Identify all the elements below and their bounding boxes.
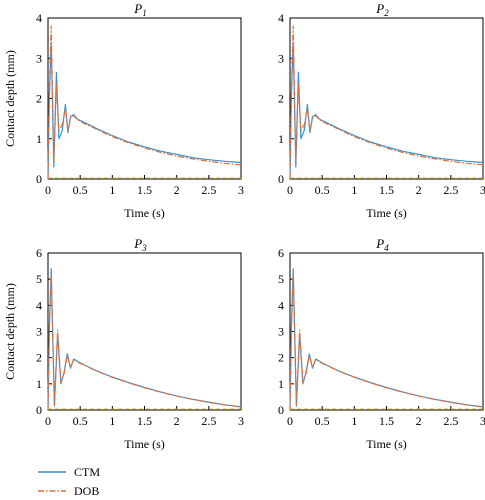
- y-tick-label: 5: [278, 272, 284, 286]
- y-tick-label: 0: [278, 172, 284, 186]
- x-tick-label: 1.5: [137, 414, 152, 428]
- y-tick-label: 2: [278, 351, 284, 365]
- x-tick-label: 1: [351, 414, 357, 428]
- plot-frame: [47, 17, 242, 180]
- legend: CTM DOB: [38, 465, 100, 498]
- x-tick-label: 1: [109, 414, 115, 428]
- series-line-dob: [289, 273, 484, 411]
- y-tick-label: 4: [278, 11, 284, 25]
- series-line-ctm: [289, 41, 484, 180]
- x-tick-label: 0: [45, 414, 51, 428]
- y-tick-label: 0: [36, 172, 42, 186]
- panel-title-letter: P: [133, 1, 142, 16]
- x-tick-label: 1: [351, 183, 357, 197]
- panel-title: P3: [133, 236, 147, 253]
- x-tick-label: 3: [238, 183, 244, 197]
- y-tick-label: 3: [36, 51, 42, 65]
- panel-title-subscript: 2: [384, 8, 389, 18]
- y-tick-label: 5: [36, 272, 42, 286]
- x-tick-label: 2: [174, 183, 180, 197]
- panel-title-letter: P: [375, 1, 384, 16]
- y-tick-label: 1: [278, 132, 284, 146]
- y-tick-label: 6: [36, 246, 42, 260]
- x-tick-label: 2: [416, 414, 422, 428]
- y-tick-label: 2: [278, 92, 284, 106]
- x-tick-label: 3: [238, 414, 244, 428]
- y-tick-label: 4: [278, 298, 284, 312]
- chart-panels: 0 0.5 1 1.5 2 2.5 3 0 1 2 3 4 Time (s) Contact depth …: [3, 1, 485, 451]
- x-tick-label: 0.5: [73, 414, 88, 428]
- series-line-dob: [289, 25, 484, 180]
- plot-frame: [47, 252, 242, 411]
- x-tick-label: 0.5: [315, 414, 330, 428]
- panel-title-subscript: 3: [141, 243, 147, 253]
- x-axis-title: Time (s): [366, 437, 407, 451]
- x-tick-label: 2.5: [443, 414, 458, 428]
- y-tick-label: 3: [278, 51, 284, 65]
- x-tick-label: 2: [416, 183, 422, 197]
- panel-title: P1: [133, 1, 146, 18]
- x-tick-label: 3: [480, 414, 485, 428]
- panel-3: 0 0.5 1 1.5 2 2.5 3 0 1 2 3 4 5 6 Time (s) Contact dept…: [3, 236, 244, 451]
- panel-title-subscript: 1: [142, 8, 147, 18]
- x-tick-label: 2.5: [201, 183, 216, 197]
- y-tick-label: 6: [278, 246, 284, 260]
- series-line-ctm: [47, 268, 242, 411]
- y-tick-label: 2: [36, 92, 42, 106]
- x-tick-label: 0: [287, 183, 293, 197]
- series-line-dob: [47, 273, 242, 411]
- x-tick-label: 0: [45, 183, 51, 197]
- x-tick-label: 2.5: [201, 414, 216, 428]
- panel-title: P2: [375, 1, 389, 18]
- y-tick-label: 0: [36, 403, 42, 417]
- y-tick-label: 4: [36, 298, 42, 312]
- x-axis-title: Time (s): [124, 437, 165, 451]
- panel-1: 0 0.5 1 1.5 2 2.5 3 0 1 2 3 4 Time (s) Contact depth …: [3, 1, 244, 220]
- series-line-dob: [47, 25, 242, 180]
- y-tick-label: 3: [278, 325, 284, 339]
- series-line-ctm: [47, 41, 242, 180]
- plot-frame: [289, 252, 484, 411]
- panel-title-letter: P: [375, 236, 384, 251]
- x-tick-label: 1.5: [379, 414, 394, 428]
- y-tick-label: 1: [36, 132, 42, 146]
- y-tick-label: 2: [36, 351, 42, 365]
- x-tick-label: 2: [174, 414, 180, 428]
- panel-title: P4: [375, 236, 389, 253]
- panel-title-subscript: 4: [384, 243, 389, 253]
- x-tick-label: 1.5: [379, 183, 394, 197]
- y-tick-label: 3: [36, 325, 42, 339]
- x-tick-label: 2.5: [443, 183, 458, 197]
- legend-label-dob: DOB: [74, 484, 99, 498]
- y-axis-title: Contact depth (mm): [3, 50, 17, 147]
- legend-label-ctm: CTM: [74, 465, 100, 479]
- x-tick-label: 3: [480, 183, 485, 197]
- x-tick-label: 1: [109, 183, 115, 197]
- x-axis-title: Time (s): [124, 206, 165, 220]
- x-axis-title: Time (s): [366, 206, 407, 220]
- x-tick-label: 0.5: [315, 183, 330, 197]
- y-tick-label: 1: [278, 377, 284, 391]
- x-tick-label: 0.5: [73, 183, 88, 197]
- x-tick-label: 1.5: [137, 183, 152, 197]
- plot-frame: [289, 17, 484, 180]
- series-line-ctm: [289, 268, 484, 411]
- y-tick-label: 4: [36, 11, 42, 25]
- y-axis-title: Contact depth (mm): [3, 283, 17, 380]
- panel-title-letter: P: [133, 236, 142, 251]
- y-tick-label: 1: [36, 377, 42, 391]
- y-tick-label: 0: [278, 403, 284, 417]
- x-tick-label: 0: [287, 414, 293, 428]
